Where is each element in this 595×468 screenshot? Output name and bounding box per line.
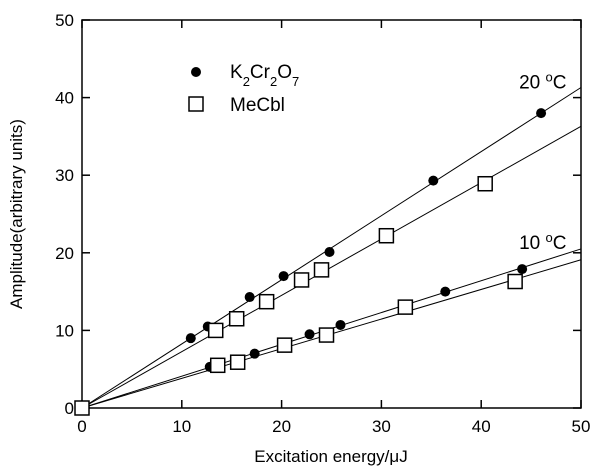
data-point (249, 348, 260, 359)
x-tick-label: 20 (272, 417, 291, 436)
data-point (507, 273, 523, 290)
data-point (278, 271, 289, 282)
legend-marker-k2cr2o7 (191, 67, 201, 77)
x-axis-label: Excitation energy/μJ (254, 447, 407, 466)
data-point (324, 247, 335, 258)
y-tick-label: 10 (55, 321, 74, 340)
legend-label-k2cr2o7: K2Cr2O7 (230, 62, 299, 89)
y-tick-label: 30 (55, 166, 74, 185)
legend-markers (188, 67, 204, 112)
annotation-10C: 10 oC (519, 229, 566, 254)
legend-label-mecbl: MeCbl (230, 95, 285, 116)
x-tick-label: 40 (472, 417, 491, 436)
x-tick-label: 50 (572, 417, 591, 436)
data-point (209, 357, 226, 374)
legend: K2Cr2O7 MeCbl (188, 62, 299, 116)
data-point (304, 329, 315, 340)
data-point (318, 327, 335, 343)
data-points (74, 108, 547, 416)
data-point (477, 175, 493, 192)
data-point (293, 272, 310, 288)
annotation-20C: 20 oC (519, 69, 566, 94)
axis-ticks: 0 10 20 30 40 50 0 10 20 30 40 50 (55, 11, 590, 436)
y-tick-label: 0 (65, 399, 74, 418)
data-point (397, 299, 414, 315)
x-tick-label: 0 (77, 417, 86, 436)
x-tick-label: 30 (372, 417, 391, 436)
data-point (378, 227, 395, 244)
data-point (536, 108, 547, 119)
data-point (74, 400, 90, 416)
data-point (313, 262, 330, 278)
legend-marker-mecbl (188, 96, 204, 112)
data-point (517, 264, 528, 275)
fit-line (81, 125, 582, 409)
y-axis-label: Amplitude(arbitrary units) (7, 119, 26, 309)
y-tick-label: 50 (55, 11, 74, 30)
data-point (185, 333, 196, 344)
y-tick-label: 40 (55, 89, 74, 108)
data-point (428, 175, 439, 186)
data-point (228, 311, 245, 327)
data-point (440, 286, 451, 297)
data-point (258, 293, 275, 310)
x-tick-label: 10 (172, 417, 191, 436)
data-point (207, 322, 224, 339)
plot-area-frame (81, 19, 582, 409)
y-tick-label: 20 (55, 244, 74, 263)
data-point (244, 292, 255, 303)
data-point (335, 319, 346, 330)
data-point (229, 354, 246, 370)
data-point (276, 337, 293, 353)
